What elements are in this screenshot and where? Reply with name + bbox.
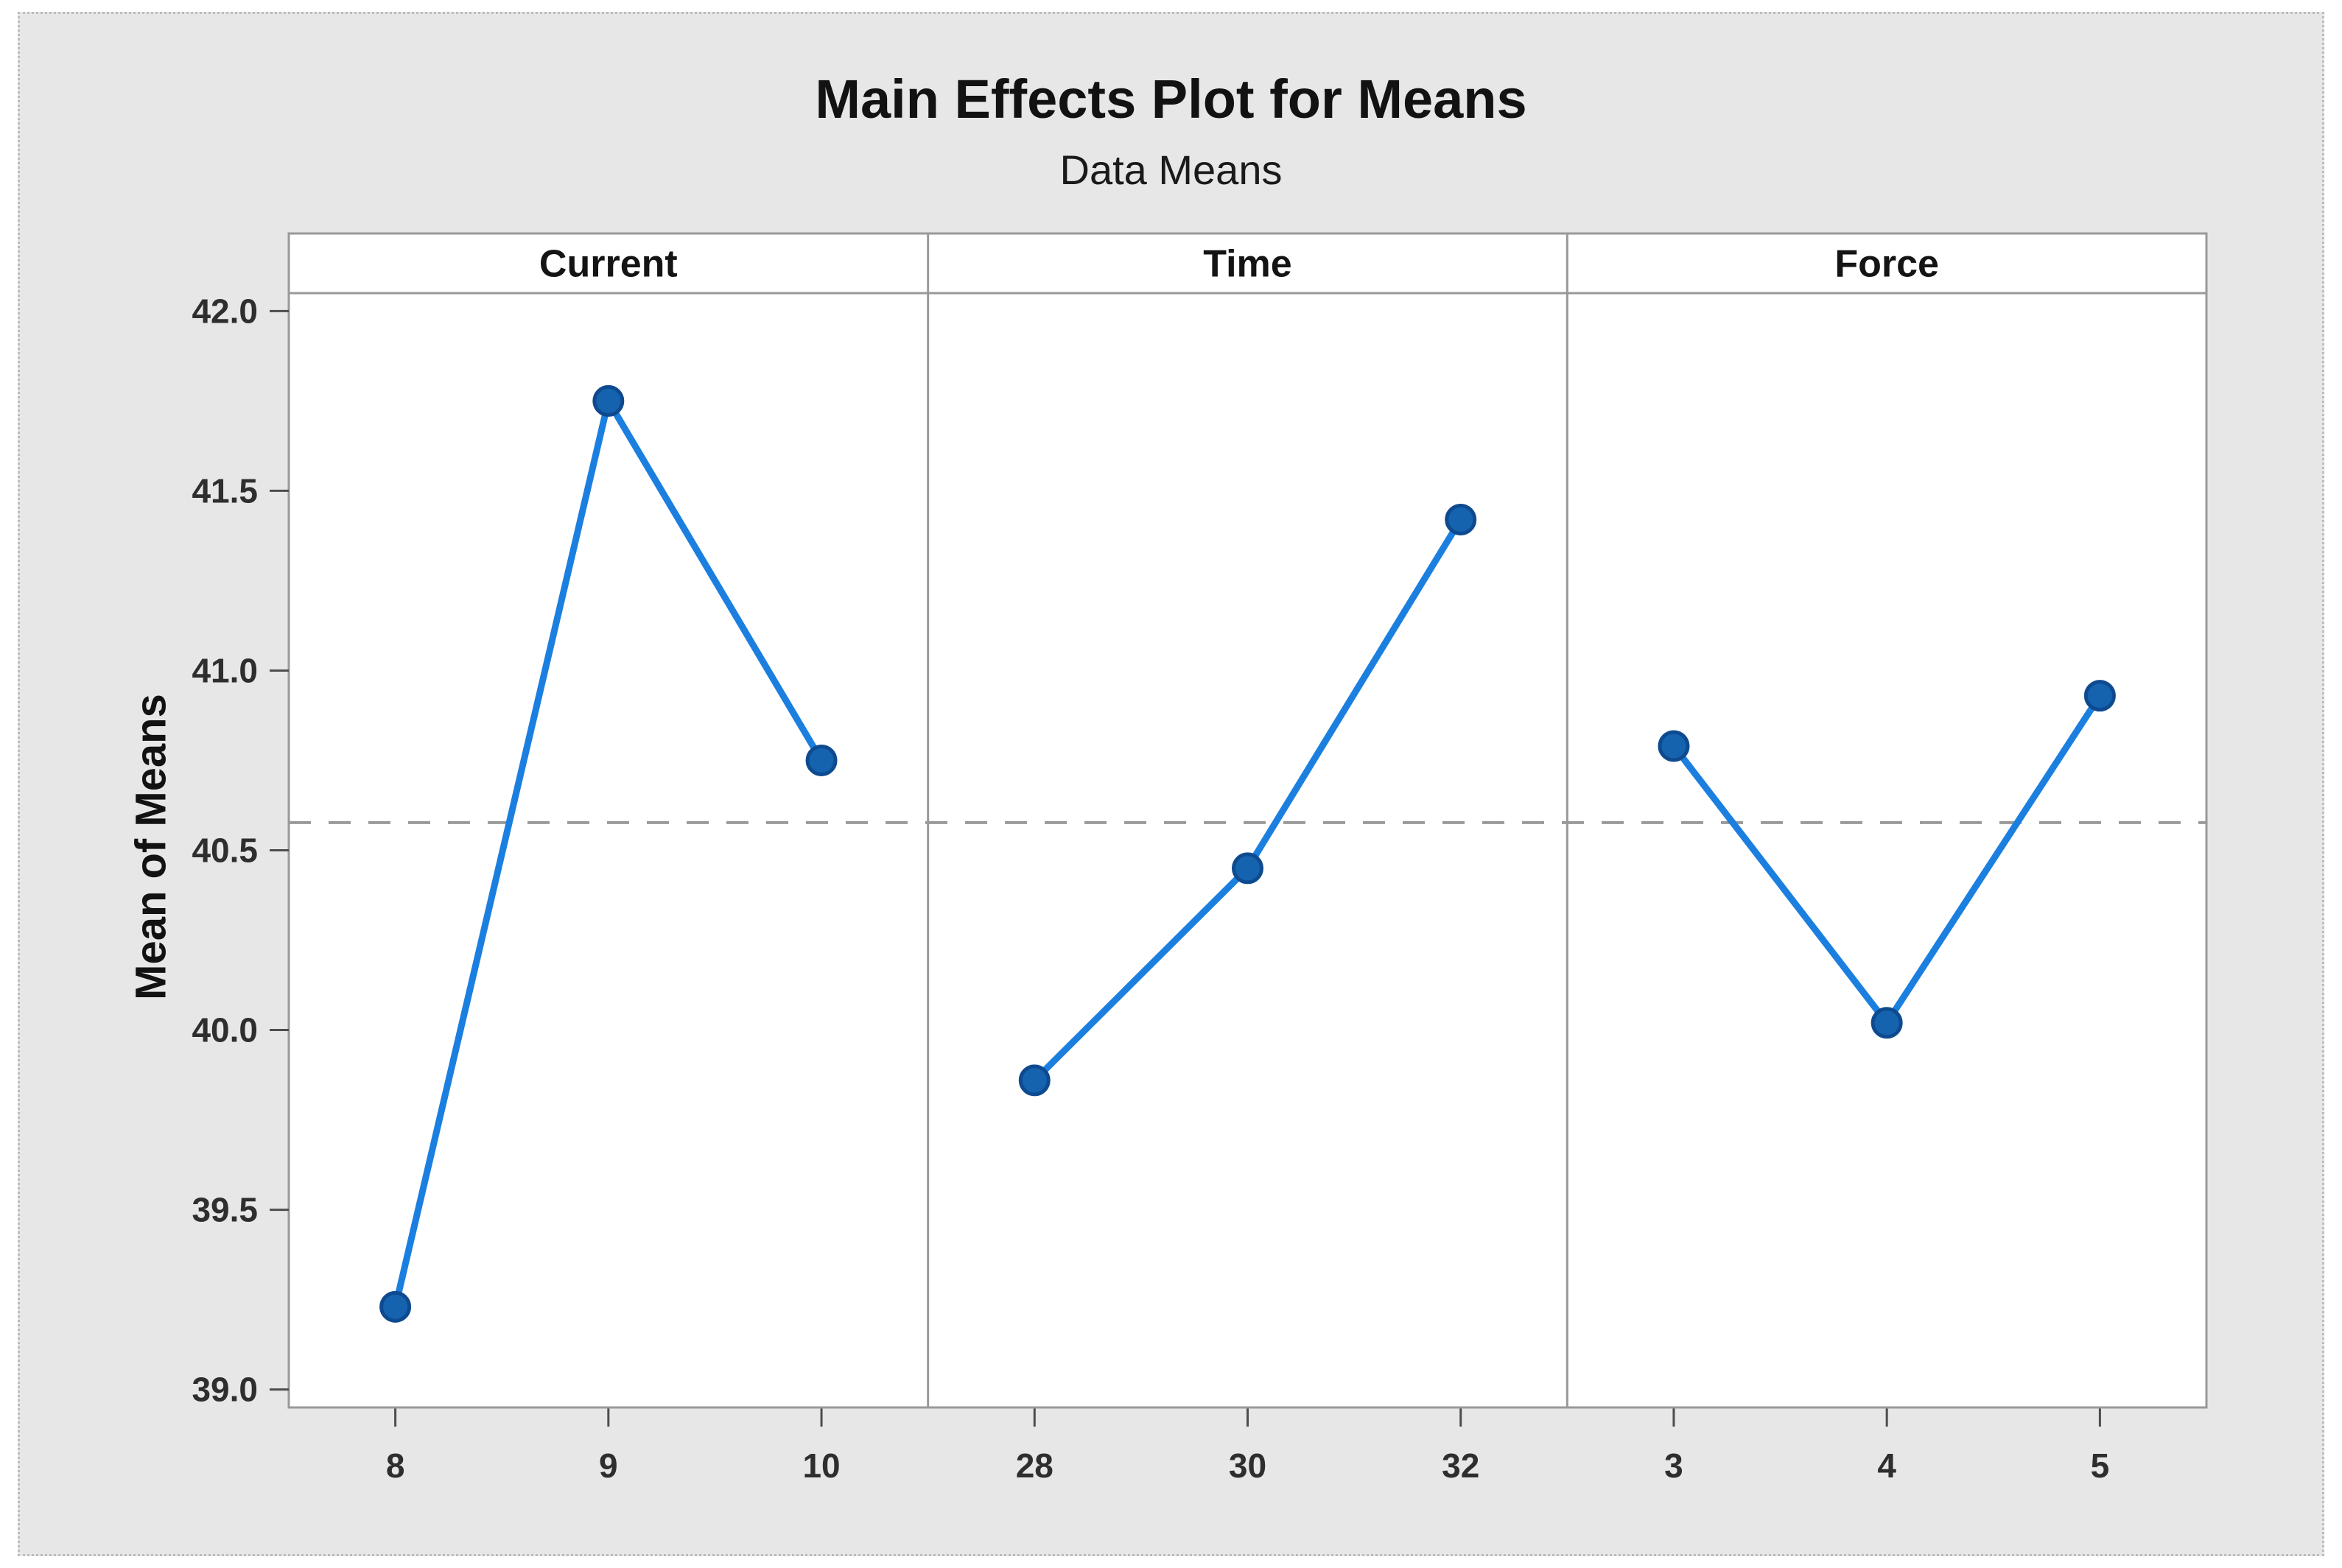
y-tick-label: 39.5 [192, 1191, 258, 1229]
y-tick-label: 41.5 [192, 471, 258, 510]
data-point-force-5 [2083, 680, 2116, 712]
chart-subtitle: Data Means [1059, 147, 1283, 193]
plot-background [289, 233, 2206, 1407]
data-point-force-4 [1871, 1007, 1903, 1039]
data-point-time-30 [1232, 852, 1263, 885]
panel-header-label-current: Current [539, 243, 678, 286]
x-tick-label: 5 [2091, 1446, 2110, 1485]
panel-header-label-time: Time [1203, 243, 1291, 286]
x-tick-label: 9 [599, 1446, 618, 1485]
x-tick-label: 4 [1877, 1446, 1896, 1485]
plot-frame [287, 232, 2208, 1409]
x-tick-label: 10 [802, 1446, 840, 1485]
y-tick-label: 41.0 [192, 651, 258, 689]
y-tick-label: 42.0 [192, 292, 258, 330]
data-point-force-3 [1658, 730, 1690, 762]
y-tick-label: 40.0 [192, 1011, 258, 1050]
y-tick-label: 39.0 [192, 1371, 258, 1409]
data-point-current-10 [805, 744, 838, 776]
x-tick-label: 32 [1442, 1446, 1479, 1485]
x-tick-label: 8 [386, 1446, 405, 1485]
chart-title: Main Effects Plot for Means [815, 68, 1527, 130]
y-tick-label: 40.5 [192, 832, 258, 870]
data-point-time-32 [1445, 503, 1477, 535]
data-point-current-9 [592, 384, 625, 417]
data-point-time-28 [1018, 1064, 1051, 1097]
x-tick-label: 3 [1664, 1446, 1683, 1485]
panel-header-label-force: Force [1834, 243, 1939, 286]
x-tick-label: 28 [1016, 1446, 1053, 1485]
x-tick-label: 30 [1229, 1446, 1266, 1485]
data-point-current-8 [379, 1290, 412, 1323]
